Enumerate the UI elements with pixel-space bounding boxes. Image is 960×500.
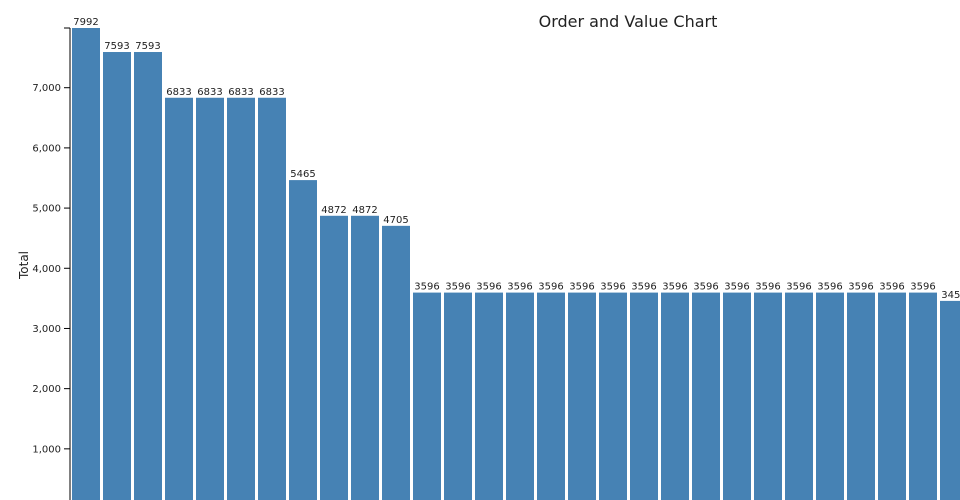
bar — [692, 292, 720, 500]
bar — [196, 97, 224, 500]
value-label: 3596 — [569, 282, 594, 293]
value-label: 7992 — [73, 17, 98, 28]
value-label: 3596 — [445, 282, 470, 293]
value-label: 3596 — [414, 282, 439, 293]
value-label: 3596 — [507, 282, 532, 293]
value-label: 6833 — [197, 87, 222, 98]
value-label: 7593 — [104, 41, 129, 52]
bar — [72, 28, 100, 500]
value-label: 5465 — [290, 169, 315, 180]
value-label: 7593 — [135, 41, 160, 52]
value-label: 3596 — [755, 282, 780, 293]
value-label: 3596 — [848, 282, 873, 293]
bar — [227, 97, 255, 500]
bar — [289, 180, 317, 500]
bar — [382, 225, 410, 500]
y-tick-label: 1,000 — [32, 444, 61, 455]
value-label: 3596 — [662, 282, 687, 293]
bar — [475, 292, 503, 500]
value-label: 3596 — [879, 282, 904, 293]
y-tick-label: 3,000 — [32, 324, 61, 335]
bar — [847, 292, 875, 500]
y-tick-label: 6,000 — [32, 143, 61, 154]
bar — [537, 292, 565, 500]
value-label: 3596 — [476, 282, 501, 293]
bar — [723, 292, 751, 500]
bar — [351, 215, 379, 500]
value-label: 4872 — [352, 205, 377, 216]
value-label: 3596 — [817, 282, 842, 293]
bar — [320, 215, 348, 500]
bar — [165, 97, 193, 500]
value-label: 4872 — [321, 205, 346, 216]
bar — [754, 292, 782, 500]
value-label: 3458 — [941, 290, 960, 301]
bar — [785, 292, 813, 500]
value-label: 3596 — [538, 282, 563, 293]
bar — [444, 292, 472, 500]
bar — [413, 292, 441, 500]
value-label: 3596 — [631, 282, 656, 293]
bar — [599, 292, 627, 500]
y-tick-label: 5,000 — [32, 204, 61, 215]
value-label: 3596 — [724, 282, 749, 293]
y-tick-label: 7,000 — [32, 83, 61, 94]
chart-title: Order and Value Chart — [539, 12, 718, 31]
bar — [506, 292, 534, 500]
bar — [661, 292, 689, 500]
bar — [258, 97, 286, 500]
value-label: 3596 — [600, 282, 625, 293]
bar — [630, 292, 658, 500]
bar — [134, 52, 162, 500]
value-label: 3596 — [910, 282, 935, 293]
y-tick-label: 4,000 — [32, 264, 61, 275]
bar — [878, 292, 906, 500]
value-label: 6833 — [259, 87, 284, 98]
y-tick-label: 2,000 — [32, 384, 61, 395]
bar — [816, 292, 844, 500]
bar — [103, 52, 131, 500]
value-label: 3596 — [693, 282, 718, 293]
y-axis-label: Total — [17, 251, 31, 280]
bar — [568, 292, 596, 500]
value-label: 6833 — [166, 87, 191, 98]
value-label: 3596 — [786, 282, 811, 293]
bar — [909, 292, 937, 500]
bar — [940, 300, 960, 500]
value-label: 6833 — [228, 87, 253, 98]
value-label: 4705 — [383, 215, 408, 226]
